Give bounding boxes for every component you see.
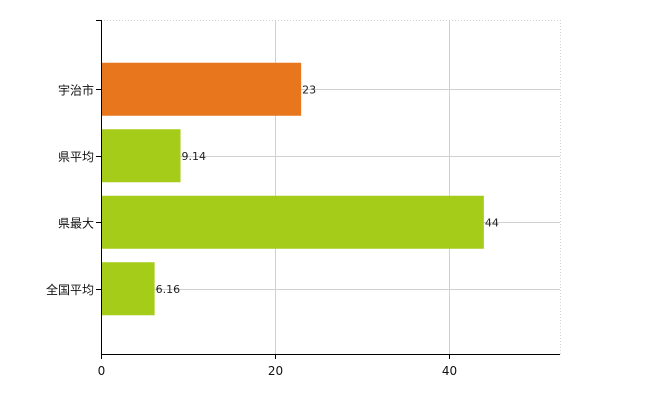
axis-layer (96, 20, 560, 359)
data-label-3: 44 (485, 216, 499, 229)
data-label-2: 9.14 (182, 150, 207, 163)
bar-2 (102, 129, 181, 183)
x-tick-label-40: 40 (442, 364, 457, 378)
bar-4 (102, 262, 155, 316)
data-label-1: 23 (302, 83, 316, 96)
category-label-2: 県平均 (58, 150, 94, 164)
bar-layer (102, 62, 484, 316)
x-tick-label-0: 0 (98, 364, 106, 378)
category-label-4: 全国平均 (46, 282, 94, 297)
data-label-4: 6.16 (156, 283, 181, 296)
label-layer: 23 宇治市 9.14 県平均 44 県最大 6.16 全国平均 0 20 40 (46, 82, 499, 378)
bar-3 (102, 195, 484, 249)
bar-1 (102, 62, 302, 116)
x-tick-label-20: 20 (268, 364, 283, 378)
category-label-3: 県最大 (58, 216, 94, 230)
category-label-1: 宇治市 (58, 82, 94, 97)
